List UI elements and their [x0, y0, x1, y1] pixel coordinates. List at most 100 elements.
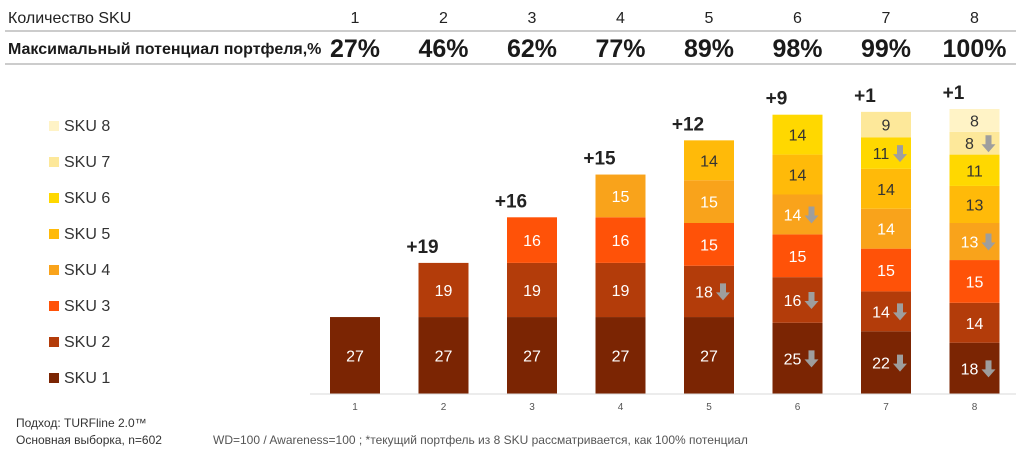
bar-segment	[684, 140, 734, 181]
segment-value-label: 15	[612, 189, 630, 206]
bar-segment	[595, 217, 646, 263]
bar-segment	[861, 111, 911, 138]
segment-value-label: 19	[612, 283, 630, 300]
header-potential: 62%	[507, 35, 557, 63]
bar-segment	[772, 114, 823, 155]
potential-label: Максимальный потенциал портфеля,%	[8, 41, 321, 58]
bar-segment	[684, 180, 734, 223]
segment-value-label: 27	[523, 349, 541, 366]
footer-approach: Подход: TURFline 2.0™	[16, 416, 147, 430]
header-potential: 98%	[772, 35, 822, 63]
bar-segment	[949, 131, 1000, 155]
legend: SKU 1 SKU 2 SKU 3 SKU 4 SKU 5 SKU 6 SKU 7 SKU 8	[49, 118, 110, 387]
decline-arrow-icon	[804, 350, 819, 368]
legend-label: SKU 8	[64, 118, 110, 135]
bar-segment	[330, 317, 380, 394]
decline-arrow-icon	[716, 283, 730, 301]
bar-segment	[861, 248, 911, 292]
segment-value-label: 11	[873, 146, 890, 163]
increment-label: +9	[766, 89, 788, 110]
legend-label: SKU 7	[64, 154, 110, 171]
legend-swatch	[49, 373, 59, 383]
header-table: Количество SKU Максимальный потенциал по…	[5, 10, 1016, 65]
header-potential: 89%	[684, 35, 734, 63]
segment-value-label: 14	[700, 153, 718, 170]
increment-label: +16	[495, 191, 527, 212]
segment-value-label: 18	[695, 284, 713, 301]
decline-arrow-icon	[804, 206, 819, 224]
bar-segment	[418, 262, 469, 318]
sku-count-label: Количество SKU	[8, 10, 131, 27]
header-sku-count: 5	[705, 10, 714, 27]
segment-value-label: 19	[523, 283, 541, 300]
segment-value-label: 25	[784, 351, 802, 368]
increment-label: +15	[583, 149, 616, 170]
segment-value-label: 13	[966, 197, 984, 214]
legend-swatch	[49, 121, 59, 131]
bar-segment	[684, 317, 734, 394]
segment-value-label: 15	[700, 195, 718, 212]
header-potential: 100%	[943, 35, 1007, 63]
x-tick-label: 4	[618, 402, 624, 413]
x-tick-label: 6	[795, 402, 801, 413]
bar-segment	[684, 223, 734, 266]
footer-note: WD=100 / Awareness=100 ; *текущий портфе…	[213, 433, 748, 447]
header-sku-count: 8	[970, 10, 979, 27]
legend-label: SKU 6	[64, 190, 110, 207]
legend-label: SKU 1	[64, 370, 110, 387]
segment-value-label: 8	[970, 113, 979, 130]
bar-segment	[595, 174, 646, 218]
header-sku-count: 3	[528, 10, 537, 27]
x-tick-label: 2	[441, 402, 447, 413]
x-tick-label: 5	[706, 402, 712, 413]
segment-value-label: 18	[961, 361, 979, 378]
x-tick-label: 7	[883, 402, 889, 413]
header-potential: 77%	[595, 35, 645, 63]
segment-value-label: 15	[966, 274, 984, 291]
bar-segment	[507, 317, 557, 394]
segment-value-label: 15	[789, 249, 807, 266]
header-potential: 46%	[418, 35, 468, 63]
increment-label: +19	[406, 237, 438, 258]
segment-value-label: 19	[435, 283, 453, 300]
legend-swatch	[49, 265, 59, 275]
segment-value-label: 14	[966, 316, 984, 333]
segment-value-label: 16	[784, 293, 802, 310]
bar-segment	[507, 217, 557, 263]
decline-arrow-icon	[893, 303, 907, 321]
decline-arrow-icon	[893, 354, 907, 372]
segment-value-label: 27	[612, 349, 630, 366]
segment-value-label: 16	[523, 233, 541, 250]
header-sku-count: 1	[351, 10, 360, 27]
header-potential: 27%	[330, 35, 380, 63]
increment-label: +1	[943, 83, 965, 104]
bar-segment	[595, 262, 646, 318]
legend-swatch	[49, 337, 59, 347]
segment-value-label: 14	[789, 168, 807, 185]
segment-value-label: 14	[789, 128, 807, 145]
legend-swatch	[49, 157, 59, 167]
bar-segment	[595, 317, 646, 394]
bar-segment	[949, 260, 1000, 303]
decline-arrow-icon	[981, 360, 996, 378]
x-axis: 1 2 3 4 5 6 7 8	[310, 393, 1016, 413]
decline-arrow-icon	[804, 291, 819, 309]
increment-label: +1	[854, 86, 876, 107]
x-tick-label: 8	[972, 402, 978, 413]
segment-value-label: 14	[877, 222, 895, 239]
bar-segment	[772, 154, 823, 195]
bar-segment	[949, 185, 1000, 223]
bar-segment	[861, 208, 911, 249]
footer-sample: Основная выборка, n=602	[16, 433, 162, 447]
decline-arrow-icon	[981, 233, 996, 251]
legend-label: SKU 3	[64, 298, 110, 315]
bars: 27 27 19 27 19 16 27 19 16 15 27 18 15 15 14 25 16 15 14 14…	[330, 83, 1000, 394]
header-sku-count: 6	[793, 10, 802, 27]
segment-value-label: 22	[872, 356, 890, 373]
segment-value-label: 9	[882, 118, 891, 135]
header-sku-count: 4	[616, 10, 625, 27]
segment-value-label: 15	[877, 263, 895, 280]
segment-value-label: 27	[346, 349, 364, 366]
segment-value-label: 14	[877, 182, 895, 199]
